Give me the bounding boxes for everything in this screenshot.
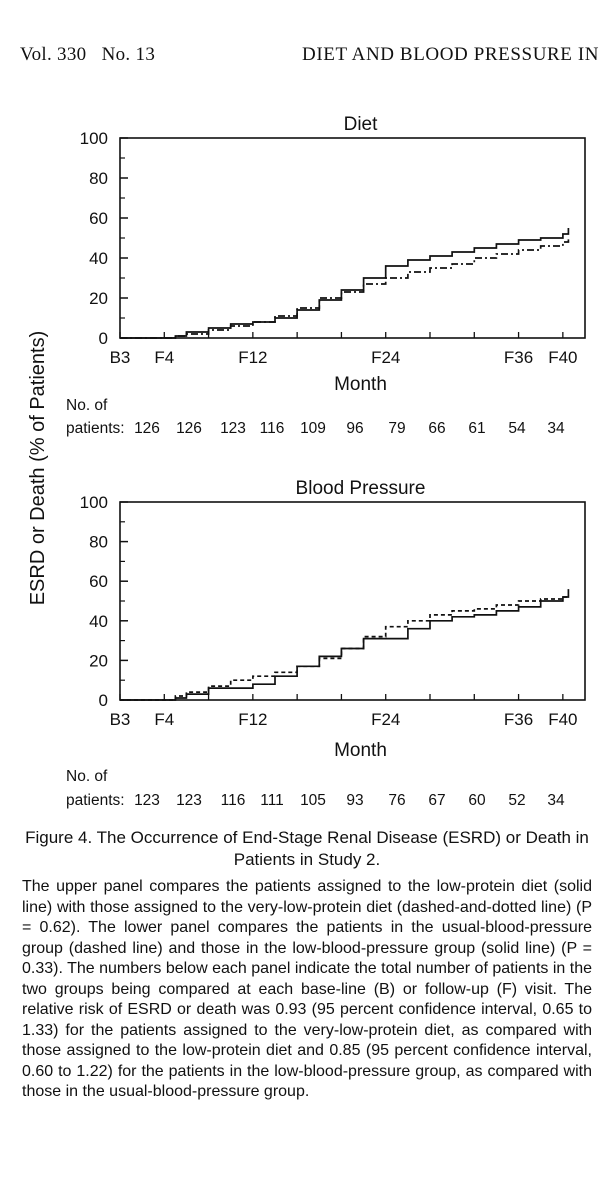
series-line-solid [120,589,570,701]
patient-count: 123 [220,420,246,437]
y-tick-label: 100 [80,493,108,512]
series-line-dashdot [120,238,570,339]
patient-count: 79 [388,420,405,437]
patient-count: 34 [547,420,565,437]
x-tick-label: F12 [238,710,267,729]
blood-pressure-panel: Blood Pressure 0 20 40 60 80 100 B3 F4 F12 F24 F36 F… [66,478,586,809]
y-tick-label: 20 [89,651,108,670]
patients-label-line2: patients: [66,792,125,809]
patient-count: 76 [388,792,405,809]
page-header: Vol. 330 No. 13 DIET AND BLOOD PRESSURE … [20,44,610,74]
x-tick-label: F24 [371,348,400,367]
patient-count: 105 [300,792,326,809]
y-tick-label: 80 [89,533,108,552]
patient-count: 52 [508,792,525,809]
patients-label-line1: No. of [66,397,108,414]
x-tick-label: F4 [154,348,174,367]
chart-title: Diet [344,114,379,135]
plot-frame [119,501,586,701]
x-axis-label: Month [334,740,387,761]
patient-count: 67 [428,792,445,809]
y-tick-label: 20 [89,289,108,308]
x-tick-label: F40 [548,348,577,367]
patient-count: 123 [176,792,202,809]
caption-body: The upper panel compares the patients as… [22,878,592,1100]
patient-count: 54 [508,420,526,437]
y-tick-label: 40 [89,612,108,631]
patient-count: 126 [176,420,202,437]
plot-frame [119,137,586,339]
patient-count: 123 [134,792,160,809]
series-line-dashed [120,595,570,701]
x-tick-label: F4 [154,710,174,729]
patient-count: 111 [260,792,284,809]
y-tick-label: 60 [89,209,108,228]
y-tick-label: 0 [99,329,108,348]
patient-count: 34 [547,792,565,809]
patient-count: 126 [134,420,160,437]
x-tick-label: F40 [548,710,577,729]
patient-count: 116 [260,420,285,437]
x-tick-label: F12 [238,348,267,367]
x-tick-label: F24 [371,710,400,729]
x-tick-label: F36 [504,348,533,367]
journal-volume: Vol. 330 No. 13 [20,44,156,65]
patient-count: 61 [468,420,485,437]
patient-count: 109 [300,420,326,437]
patients-label-line2: patients: [66,420,125,437]
x-tick-label: B3 [110,710,131,729]
y-axis-label: ESRD or Death (% of Patients) [27,331,49,606]
patient-count: 93 [346,792,363,809]
y-tick-label: 100 [80,129,108,148]
patients-label-line1: No. of [66,768,108,785]
y-tick-label: 40 [89,249,108,268]
patient-count: 60 [468,792,486,809]
patient-count: 116 [221,792,246,809]
y-tick-label: 80 [89,169,108,188]
x-tick-label: F36 [504,710,533,729]
x-tick-label: B3 [110,348,131,367]
diet-panel: Diet 0 20 40 60 80 100 B3 F4 F12 F24 F36 F40 Month No.… [66,114,586,437]
patient-count: 66 [428,420,445,437]
series-line-solid [120,228,570,339]
figure-caption: Figure 4. The Occurrence of End-Stage Re… [22,827,592,1103]
y-tick-label: 0 [99,691,108,710]
running-title: DIET AND BLOOD PRESSURE IN [302,44,600,65]
patient-count: 96 [346,420,363,437]
figure-charts: ESRD or Death (% of Patients) Diet 0 20 40 6… [27,114,586,809]
x-axis-label: Month [334,374,387,395]
caption-title: Figure 4. The Occurrence of End-Stage Re… [25,828,589,869]
chart-title: Blood Pressure [296,478,426,499]
y-tick-label: 60 [89,572,108,591]
